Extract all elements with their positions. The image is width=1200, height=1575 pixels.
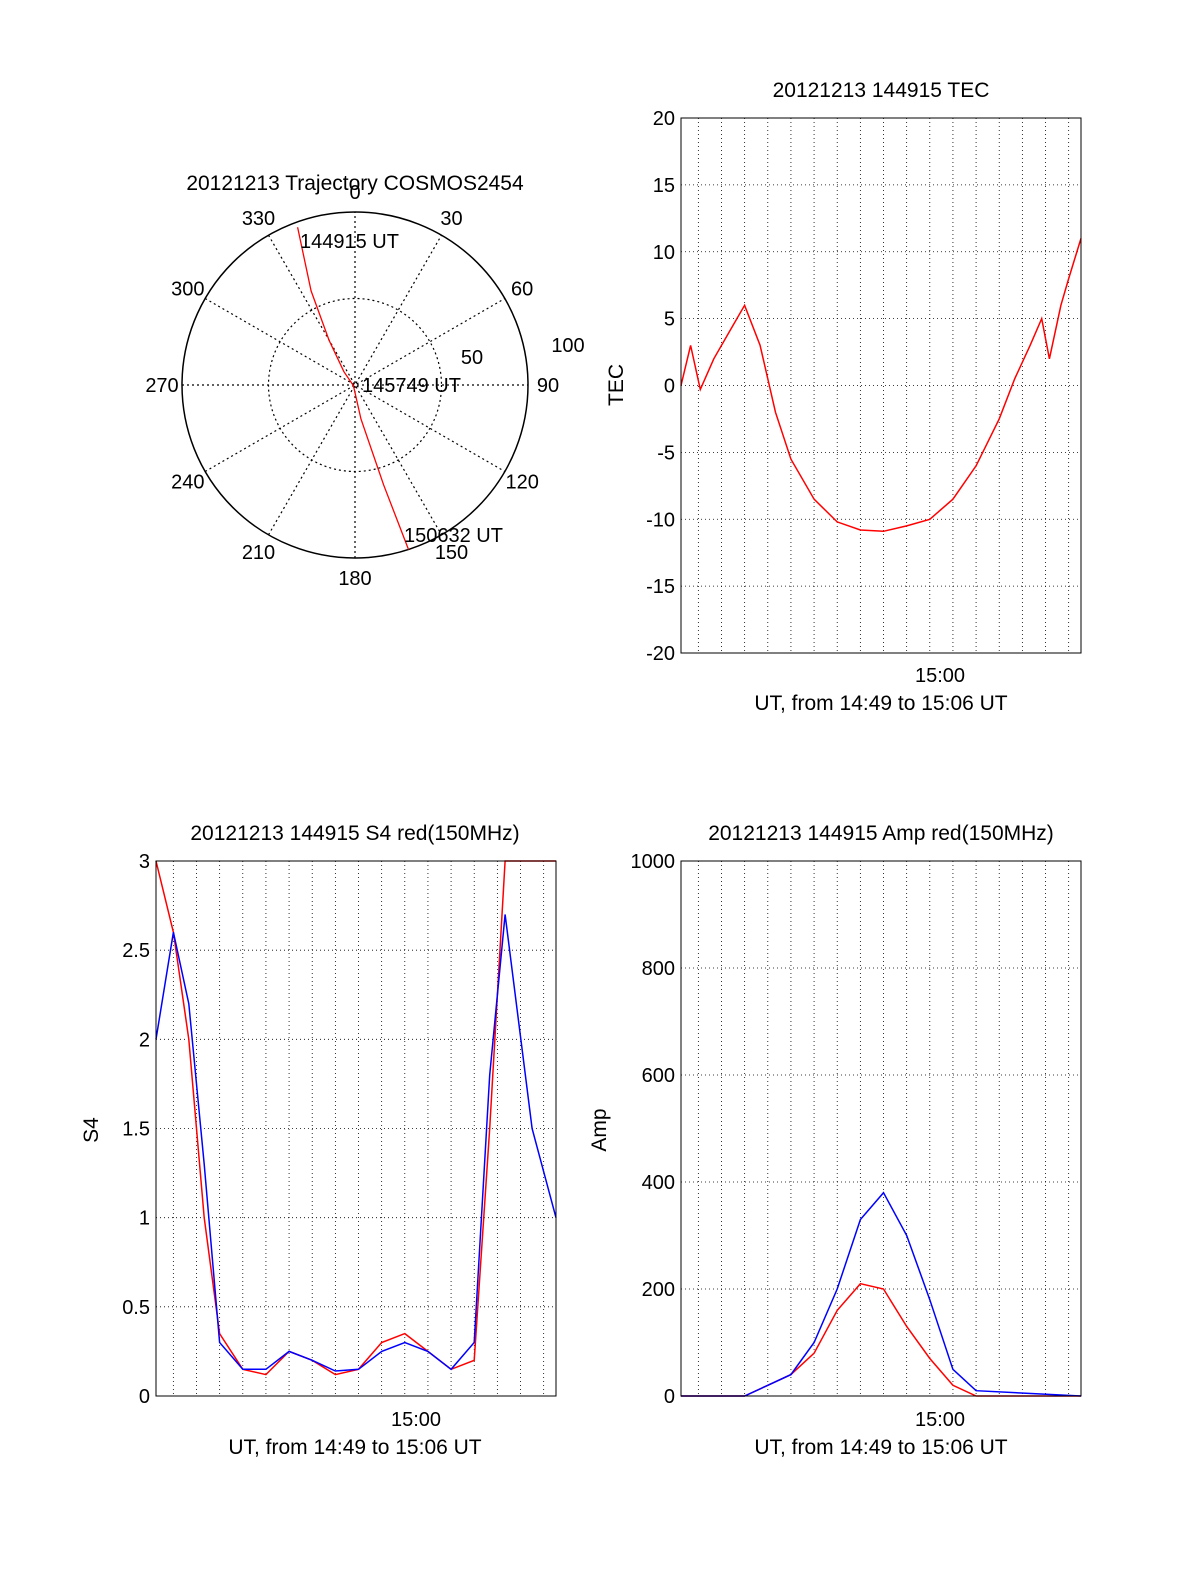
polar-angle-label: 30 — [440, 208, 462, 230]
trajectory-line — [296, 227, 410, 550]
amp-x-tick-label: 15:00 — [915, 1409, 965, 1431]
polar-radius-label-100: 100 — [551, 335, 584, 357]
polar-radius-label-50: 50 — [461, 347, 483, 369]
trajectory-end-label: 150632 UT — [404, 525, 503, 547]
s4-series-0 — [155, 860, 556, 1376]
s4-y-tick-label: 0.5 — [122, 1297, 150, 1319]
amp-series-1 — [681, 1191, 1082, 1397]
amp-grid — [681, 861, 1081, 1396]
amp-y-tick-label: 800 — [642, 958, 675, 980]
s4-x-label: UT, from 14:49 to 15:06 UT — [228, 1436, 481, 1459]
polar-angle-labels: 0 30 60 90 120 150 180 210 240 270 300 330 — [145, 182, 559, 590]
tec-plot: 20121213 144915 TEC 20151050-5-10-15-20 … — [605, 79, 1082, 715]
trajectory-mid-label: 145749 UT — [362, 375, 461, 397]
polar-angle-label: 60 — [511, 279, 533, 301]
amp-series-0 — [681, 1282, 1081, 1397]
tec-grid — [681, 118, 1081, 653]
tec-y-tick-label: -20 — [646, 643, 675, 665]
s4-y-tick-label: 2.5 — [122, 940, 150, 962]
polar-angle-label: 270 — [145, 375, 178, 397]
tec-x-label: UT, from 14:49 to 15:06 UT — [754, 692, 1007, 715]
s4-y-tick-labels: 3 2.5 2 1.5 1 0.5 0 — [122, 851, 150, 1408]
amp-x-label: UT, from 14:49 to 15:06 UT — [754, 1436, 1007, 1459]
amp-y-tick-label: 200 — [642, 1279, 675, 1301]
polar-grid — [181, 211, 529, 559]
tec-title: 20121213 144915 TEC — [773, 79, 990, 102]
s4-y-tick-label: 1 — [139, 1208, 150, 1230]
s4-series — [155, 860, 557, 1376]
polar-angle-label: 150 — [435, 542, 468, 564]
s4-frame — [155, 860, 557, 1397]
amp-title: 20121213 144915 Amp red(150MHz) — [708, 822, 1054, 845]
tec-y-tick-label: 0 — [664, 376, 675, 398]
tec-y-label: TEC — [605, 364, 628, 406]
polar-title: 20121213 Trajectory COSMOS2454 — [186, 172, 524, 195]
s4-y-tick-label: 2 — [139, 1029, 150, 1051]
polar-angle-label: 330 — [242, 208, 275, 230]
tec-series — [680, 238, 1082, 533]
tec-y-tick-label: 20 — [653, 108, 675, 130]
s4-title: 20121213 144915 S4 red(150MHz) — [190, 822, 519, 845]
tec-y-tick-label: 10 — [653, 242, 675, 264]
polar-angle-label: 210 — [242, 542, 275, 564]
amp-y-tick-label: 1000 — [631, 851, 676, 873]
tec-y-tick-label: 5 — [664, 309, 675, 331]
polar-angle-label: 300 — [171, 279, 204, 301]
s4-series-1 — [155, 914, 557, 1372]
polar-angle-label: 90 — [537, 375, 559, 397]
polar-angle-label: 240 — [171, 472, 204, 494]
s4-grid — [156, 861, 556, 1396]
s4-y-label: S4 — [80, 1117, 103, 1143]
tec-frame — [680, 117, 1082, 654]
s4-x-tick-label: 15:00 — [391, 1409, 441, 1431]
tec-y-tick-label: -10 — [646, 509, 675, 531]
tec-y-tick-label: 15 — [653, 175, 675, 197]
amp-y-tick-label: 400 — [642, 1172, 675, 1194]
tec-series-0 — [680, 238, 1082, 533]
tec-y-tick-label: -15 — [646, 576, 675, 598]
s4-y-tick-label: 1.5 — [122, 1119, 150, 1141]
polar-angle-label: 120 — [505, 472, 538, 494]
amp-y-tick-label: 600 — [642, 1065, 675, 1087]
amp-frame — [680, 860, 1082, 1397]
s4-y-tick-label: 0 — [139, 1386, 150, 1408]
polar-angle-label: 0 — [349, 182, 360, 204]
tec-y-tick-label: -5 — [657, 442, 675, 464]
trajectory-start-label: 144915 UT — [300, 231, 399, 253]
amp-y-tick-labels: 1000 800 600 400 200 0 — [631, 851, 676, 1408]
polar-plot: 20121213 Trajectory COSMOS2454 0 30 60 90 12… — [145, 172, 584, 590]
amp-y-label: Amp — [588, 1108, 611, 1151]
amp-y-tick-label: 0 — [664, 1386, 675, 1408]
polar-angle-label: 180 — [338, 568, 371, 590]
amp-plot: 20121213 144915 Amp red(150MHz) 1000 800 6… — [588, 822, 1082, 1459]
s4-y-tick-label: 3 — [139, 851, 150, 873]
amp-series — [681, 1191, 1082, 1397]
tec-x-tick-label: 15:00 — [915, 665, 965, 687]
s4-plot: 20121213 144915 S4 red(150MHz) 3 2.5 2 1.5 1… — [80, 822, 557, 1459]
tec-y-tick-labels: 20 15 10 5 0 -5 -10 -15 -20 — [646, 108, 675, 665]
